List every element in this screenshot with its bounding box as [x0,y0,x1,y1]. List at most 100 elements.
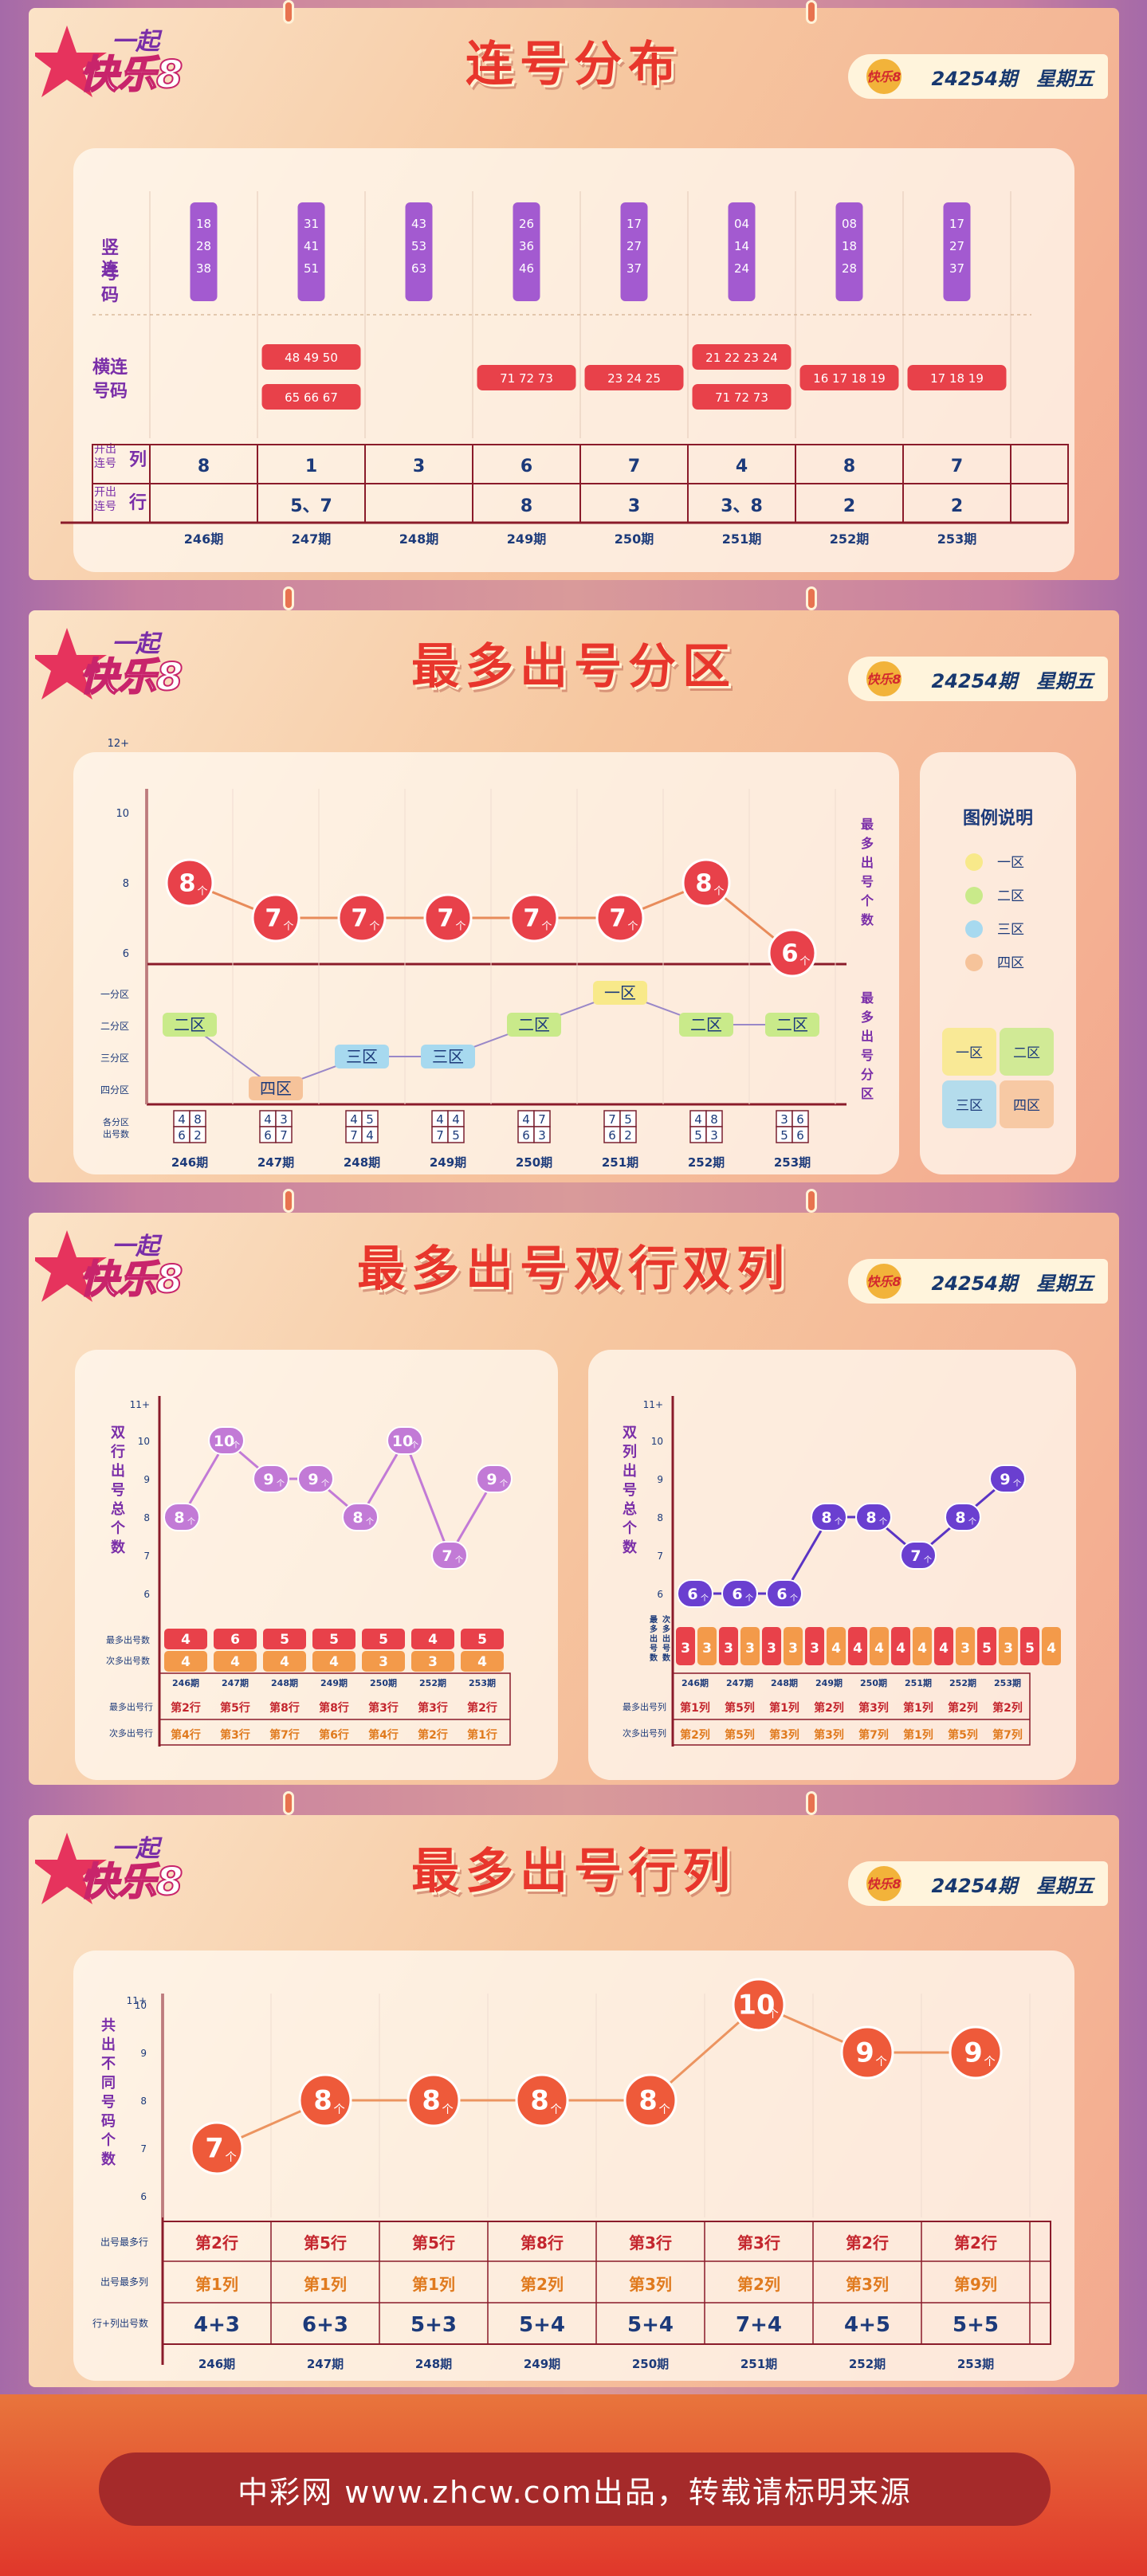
sum-label: 行+列出号数 [92,2317,148,2329]
issue-number: 24254期 [931,67,1018,90]
horizontal-pill [261,384,361,410]
right-col-second: 第1列 [903,1728,933,1742]
zone-count: 7 [280,1128,288,1143]
zone-pill [679,1013,733,1037]
row-most: 第2行 [954,2233,997,2253]
col-most: 第3列 [846,2275,889,2294]
zone-count: 7 [436,1128,444,1143]
vertical-number: 46 [519,261,534,276]
count-bubble-unit: 个 [658,2103,670,2116]
vertical-number: 28 [196,239,211,253]
count-bubble [768,928,817,978]
left-period: 252期 [419,1677,446,1688]
left-line [180,1437,496,1559]
svg-text:数: 数 [861,912,874,927]
left-bubble-value: 9 [263,1471,273,1488]
left-bubble [431,1541,468,1570]
count-bubble-unit: 个 [550,2103,561,2116]
right-period: 251期 [905,1677,932,1688]
row-value: 2 [843,496,855,516]
panel-double: 一起 快乐8 最多出号双行双列 快乐8 24254期 星期五 11+ 10 9 8 7 6… [29,1213,1119,1785]
right-cell [913,1627,932,1665]
left-bubble [163,1503,200,1531]
zone-count: 5 [366,1112,374,1127]
zone-label: 二区 [690,1015,722,1034]
svg-text:码: 码 [101,2113,116,2130]
svg-text:最: 最 [861,990,874,1006]
count-bubble [595,893,645,943]
left-period: 247期 [222,1677,249,1688]
y-tick: 9 [140,2048,147,2059]
count-bubble-unit: 个 [875,2055,886,2068]
right-bubble-value: 8 [955,1509,965,1527]
right-col-most: 第1列 [769,1701,799,1715]
vertical-pill [297,202,325,301]
svg-text:快乐8: 快乐8 [866,1274,901,1289]
svg-text:总: 总 [623,1500,637,1518]
zone-count-cell [275,1126,293,1143]
left-second-value: 4 [280,1654,289,1670]
zone-pill [163,1013,217,1037]
left-second-cell [312,1651,355,1672]
row-row-tag: 行 [128,492,147,513]
period-label: 251期 [740,2357,777,2371]
zone-count: 7 [350,1128,358,1143]
period-label: 253期 [937,531,976,547]
vertical-number: 18 [196,217,211,231]
count-bubble [190,2121,244,2175]
sum: 5+3 [410,2313,457,2337]
count-bubble [732,1978,786,2032]
vertical-number: 24 [734,261,749,276]
period-label: 252期 [830,531,869,547]
zone-count: 4 [264,1112,272,1127]
count-bubble-unit: 个 [283,921,293,933]
right-bubble-unit: 个 [924,1555,932,1565]
right-y-tick: 11+ [643,1399,663,1410]
horizontal-number: 71 72 73 [500,371,553,386]
svg-text:数: 数 [111,1539,126,1556]
mini-logo-icon: 快乐8 [866,59,901,94]
legend-title: 图例说明 [963,808,1033,829]
y-tick: 12+ [108,738,129,750]
right-cell [999,1627,1018,1665]
vertical-number: 41 [304,239,319,253]
left-most-cell [214,1629,257,1649]
vertical-number: 63 [411,261,426,276]
zone-count: 5 [624,1112,632,1127]
zone-count: 4 [178,1112,186,1127]
hanger-hook [806,1791,817,1815]
right-period: 249期 [815,1677,843,1688]
period-label: 246期 [198,2357,235,2371]
count-bubble-value: 8 [695,869,712,897]
left-most-value: 6 [230,1632,240,1648]
svg-text:行: 行 [110,1443,125,1461]
svg-text:不: 不 [101,2056,116,2072]
svg-text:同: 同 [101,2075,116,2092]
counts-label: 各分区 [103,1116,129,1127]
left-row-most: 第8行 [319,1701,349,1715]
zone-count-cell [533,1126,551,1143]
zone-tick: 一分区 [100,989,129,1000]
count-bubble [165,858,214,908]
right-period: 246期 [682,1677,709,1688]
right-cell-value: 3 [810,1641,819,1657]
right-cell [956,1627,975,1665]
right-y-tick: 10 [651,1436,663,1447]
horizontal-pill [692,384,792,410]
left-most-label: 最多出号数 [106,1634,150,1645]
right-cell-value: 5 [982,1641,992,1657]
weekday: 星期五 [1036,669,1094,692]
row-horizontal-label: 横连 [92,357,128,378]
left-y-tick: 7 [143,1551,150,1562]
left-bubble-unit: 个 [187,1517,195,1527]
left-row-second-label: 次多出号行 [109,1727,153,1739]
table-border [162,2221,1051,2345]
svg-text:号: 号 [111,1482,125,1499]
legend-quad-label: 四区 [1013,1098,1040,1114]
sum: 5+4 [519,2313,565,2337]
horizontal-pill [477,365,576,390]
period-label: 249期 [430,1155,466,1170]
left-table-border [159,1672,511,1746]
zone-label: 三区 [346,1047,378,1066]
